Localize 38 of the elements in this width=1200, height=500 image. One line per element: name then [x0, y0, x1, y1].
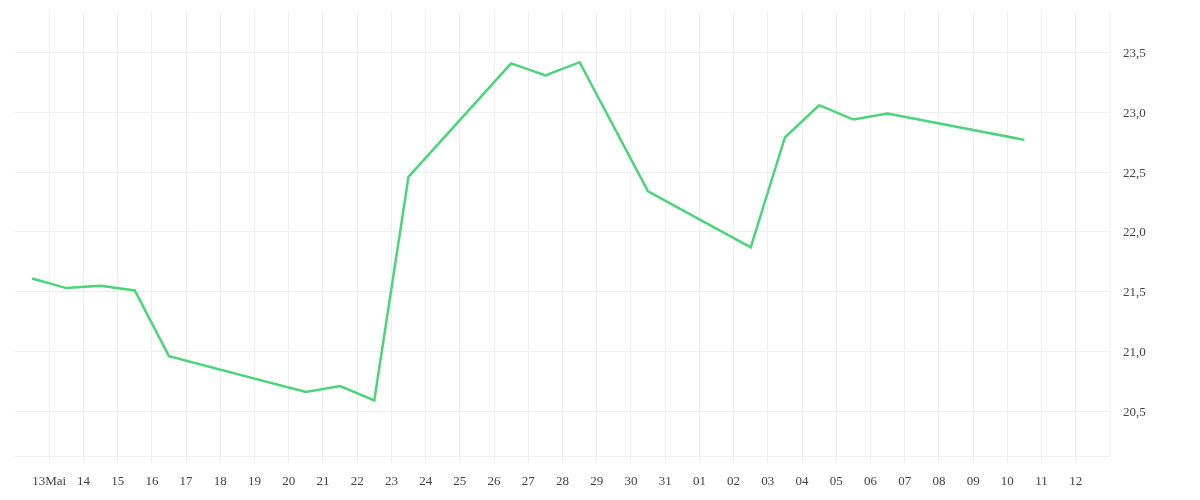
x-tick-label: 09 — [966, 472, 980, 488]
x-tick-label: 25 — [453, 472, 467, 488]
x-tick-label: 29 — [590, 472, 604, 488]
x-tick-label: 30 — [624, 472, 638, 488]
x-tick-label: 07 — [898, 472, 912, 488]
y-tick-label: 21,0 — [1123, 343, 1146, 359]
x-tick-label: 17 — [179, 472, 194, 488]
x-tick-label: 05 — [829, 472, 843, 488]
x-tick-label: 20 — [282, 472, 296, 488]
x-tick-label: 16 — [145, 472, 159, 488]
x-tick-label: 13Mai — [32, 472, 67, 488]
x-tick-label: 23 — [384, 472, 398, 488]
x-tick-label: 03 — [761, 472, 775, 488]
y-tick-label: 20,5 — [1123, 403, 1146, 419]
x-tick-label: 31 — [658, 472, 672, 488]
y-tick-label: 23,5 — [1123, 45, 1146, 61]
x-tick-label: 15 — [111, 472, 125, 488]
x-tick-label: 28 — [556, 472, 569, 488]
x-tick-label: 22 — [350, 472, 364, 488]
x-tick-label: 18 — [213, 472, 227, 488]
y-tick-label: 21,5 — [1123, 284, 1146, 300]
x-tick-label: 12 — [1069, 472, 1083, 488]
x-tick-label: 14 — [76, 472, 91, 488]
x-tick-label: 19 — [248, 472, 262, 488]
x-tick-label: 02 — [727, 472, 741, 488]
x-tick-label: 11 — [1035, 472, 1048, 488]
x-tick-label: 04 — [795, 472, 810, 488]
y-tick-label: 23,0 — [1123, 104, 1146, 120]
y-tick-label: 22,5 — [1123, 164, 1146, 180]
x-tick-label: 10 — [1000, 472, 1014, 488]
x-tick-label: 06 — [863, 472, 878, 488]
x-tick-label: 21 — [316, 472, 330, 488]
x-tick-label: 08 — [932, 472, 946, 488]
x-tick-label: 01 — [692, 472, 706, 488]
x-tick-label: 24 — [419, 472, 433, 488]
x-tick-label: 27 — [521, 472, 536, 488]
x-tick-label: 26 — [487, 472, 502, 488]
y-tick-label: 22,0 — [1123, 224, 1146, 240]
